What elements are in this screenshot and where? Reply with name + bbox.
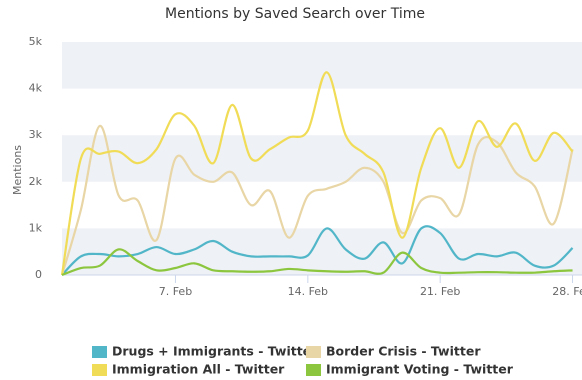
legend-label: Immigrant Voting - Twitter: [326, 362, 514, 377]
x-tick-label: 28. Feb: [552, 285, 582, 298]
chart-title: Mentions by Saved Search over Time: [165, 6, 425, 22]
series-line: [60, 124, 574, 276]
series-line: [61, 248, 573, 277]
x-tick-label: 21. Feb: [420, 285, 460, 298]
legend-swatch: [306, 346, 321, 358]
y-tick-label: 5k: [29, 35, 43, 48]
bands: [62, 42, 582, 283]
legend-swatch: [306, 364, 321, 376]
y-tick-label: 2k: [29, 175, 43, 188]
series-line: [61, 225, 574, 276]
legend-swatch: [92, 364, 107, 376]
y-tick-label: 4k: [29, 82, 43, 95]
y-tick-label: 0: [35, 268, 42, 281]
lines: [60, 71, 574, 277]
legend-label: Immigration All - Twitter: [112, 362, 285, 377]
series-line: [60, 71, 574, 276]
y-tick-label: 1k: [29, 221, 43, 234]
legend-label: Border Crisis - Twitter: [326, 344, 481, 359]
x-tick-label: 7. Feb: [159, 285, 192, 298]
grid-band: [62, 135, 582, 182]
y-axis-title: Mentions: [11, 145, 24, 195]
legend-label: Drugs + Immigrants - Twitter: [112, 344, 318, 359]
grid-band: [62, 228, 582, 275]
x-tick-label: 14. Feb: [288, 285, 328, 298]
y-tick-label: 3k: [29, 128, 43, 141]
legend-swatch: [92, 346, 107, 358]
